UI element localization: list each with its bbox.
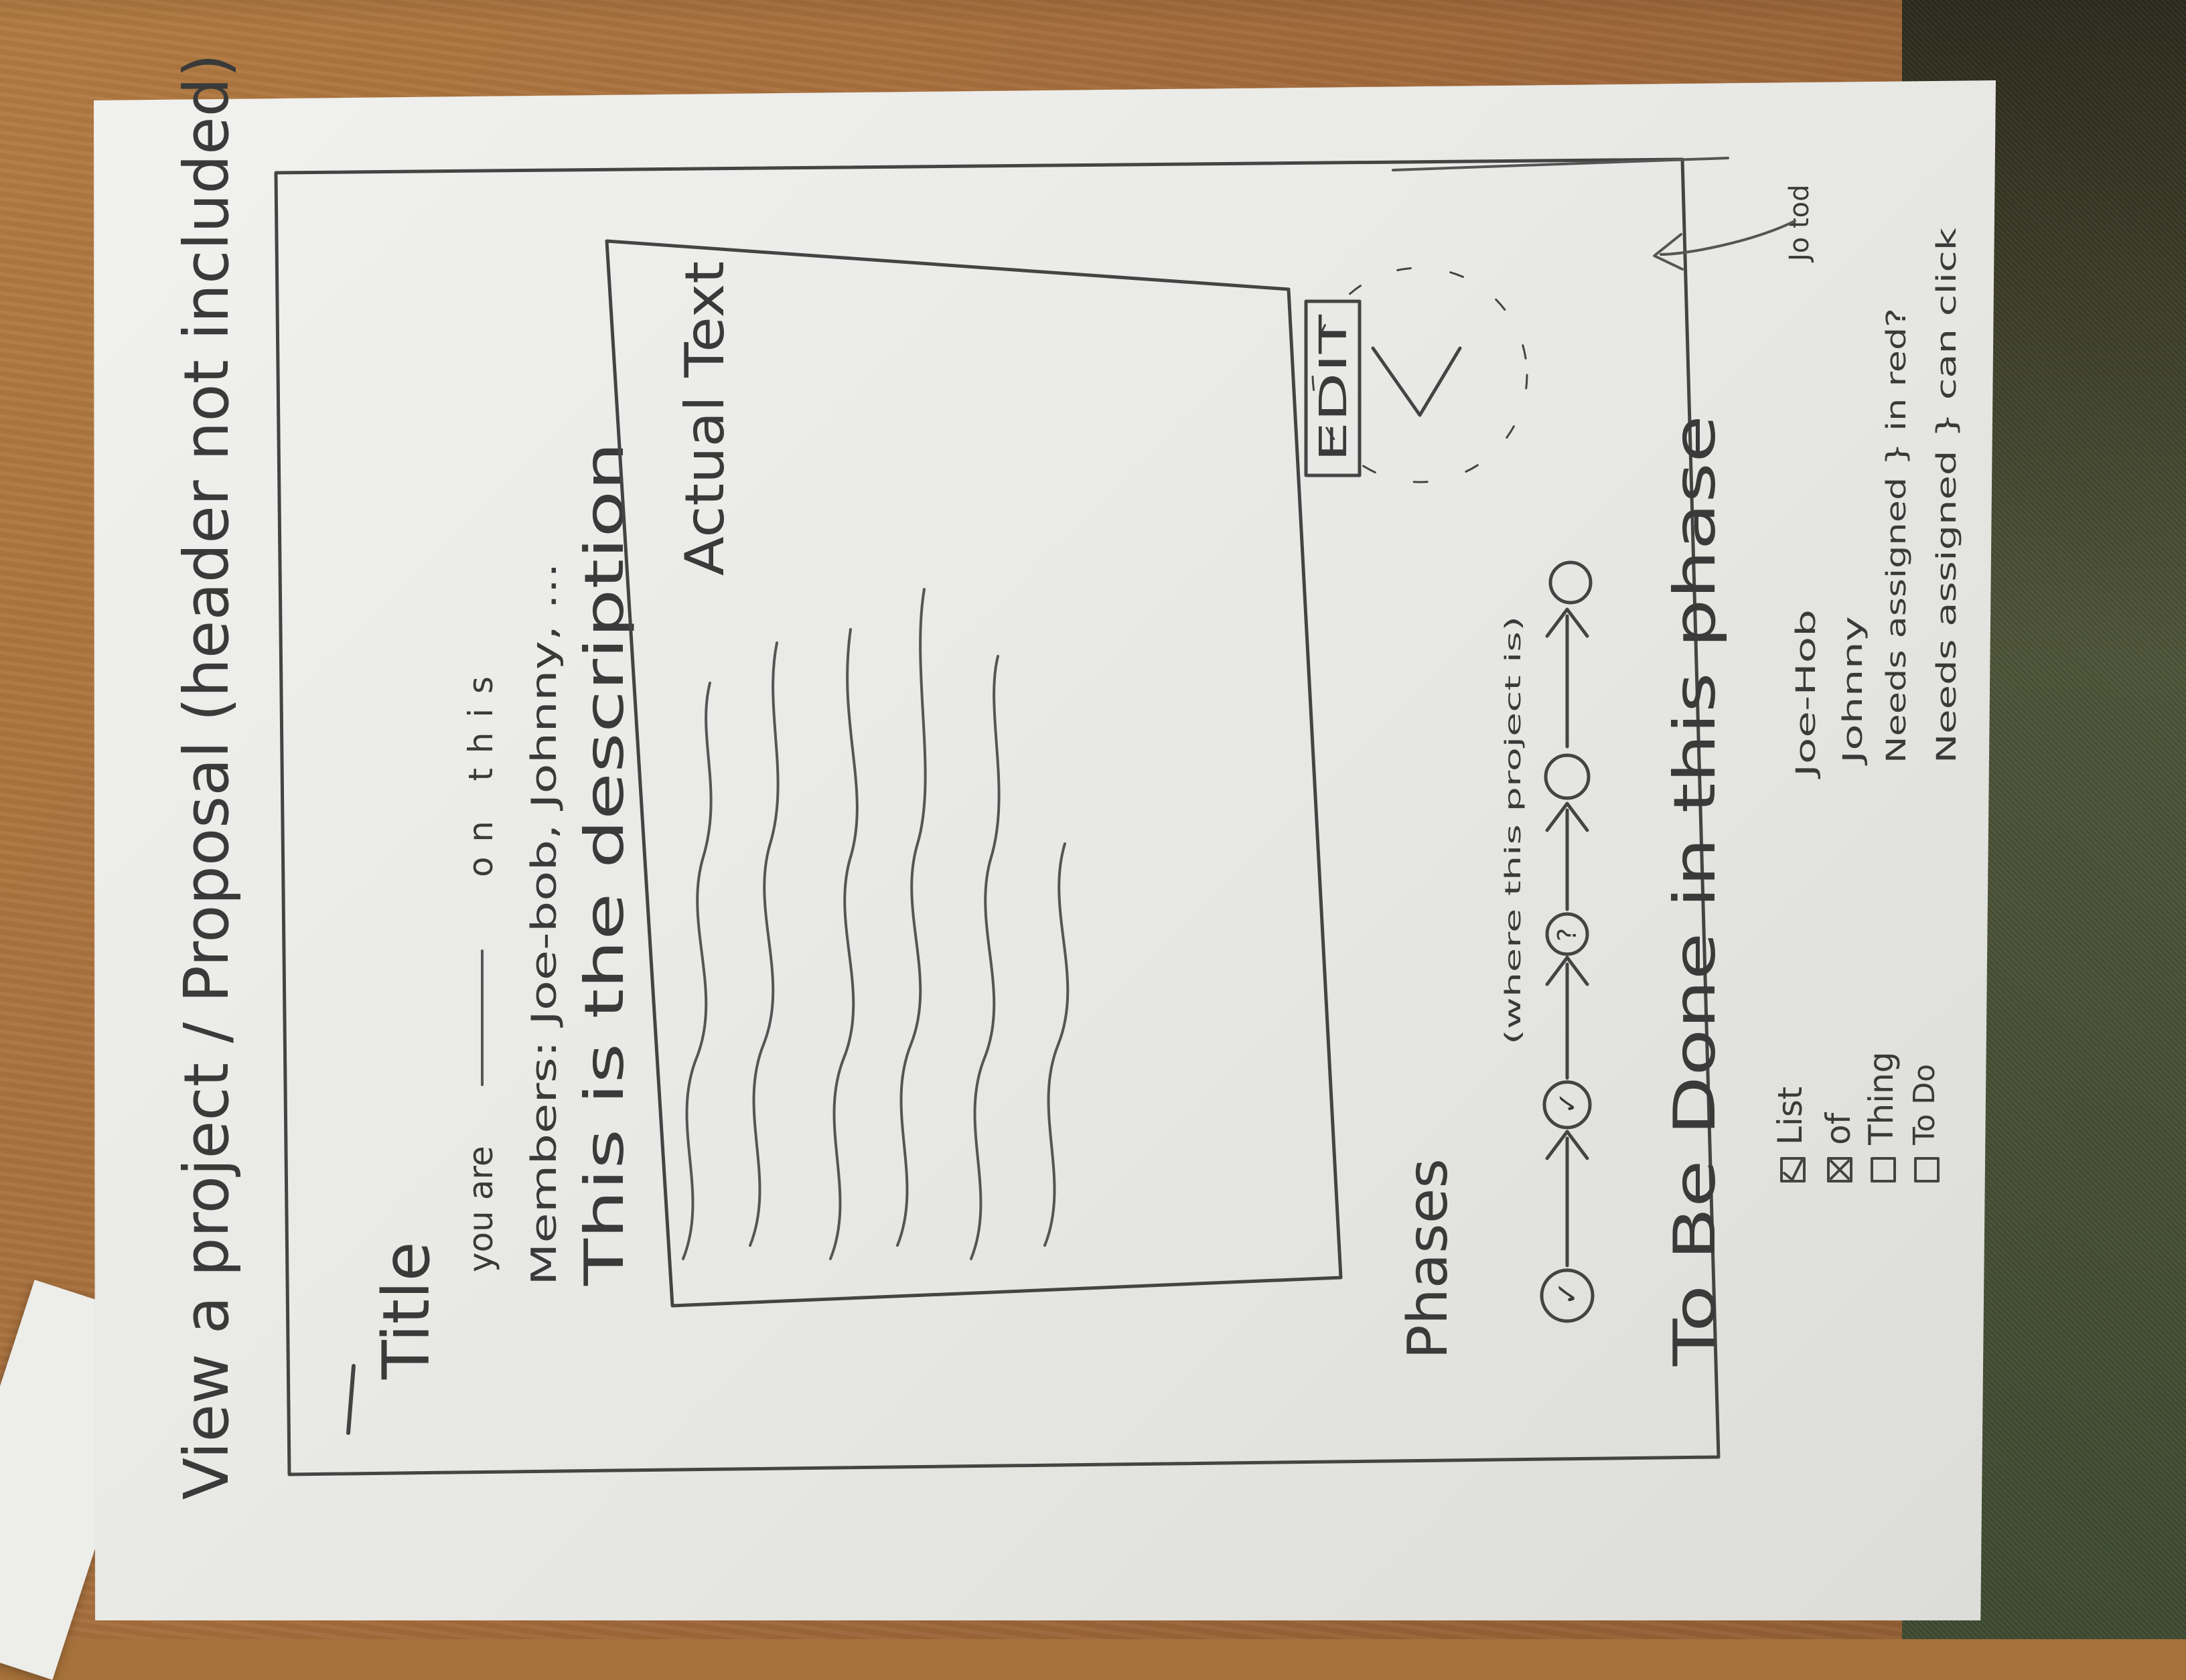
phase-step-current <box>1545 912 1589 956</box>
edit-button[interactable]: EDIT <box>1312 314 1356 462</box>
you-are-prefix: you are <box>461 1146 500 1272</box>
checkmark-icon <box>1783 1157 1804 1181</box>
assignee-list: Joe-Hob Johnny Needs assigned } in red? … <box>1791 227 1962 780</box>
todo-checklist: List of Thing To Do <box>1771 1051 1942 1182</box>
phase-timeline: ✓ ✓ ? <box>1540 560 1595 1323</box>
phases-note: (where this project is) <box>1500 616 1526 1045</box>
cross-icon <box>1830 1160 1850 1180</box>
todo-heading: To Be Done in this phase <box>1662 415 1729 1367</box>
note-arrow <box>1660 220 1796 256</box>
todo-item-label: Thing <box>1862 1051 1901 1146</box>
todo-checkbox[interactable] <box>1871 1157 1896 1182</box>
text-squiggle <box>682 682 713 1260</box>
text-squiggle <box>970 655 1001 1260</box>
phase-arrowhead <box>1545 1130 1589 1160</box>
phase-step-done <box>1542 1080 1592 1130</box>
todo-checkbox-checked[interactable] <box>1780 1157 1806 1182</box>
todo-item-label: To Do <box>1907 1064 1942 1146</box>
assignee-needs: Needs assigned } in red? <box>1881 308 1912 763</box>
phase-arrowhead <box>1545 956 1589 986</box>
title-underline <box>346 1364 356 1435</box>
phase-arrowhead <box>1545 801 1589 832</box>
description-text-box <box>605 239 1343 1308</box>
todo-item-label: of <box>1819 1112 1858 1145</box>
header-divider <box>1392 157 1729 171</box>
phase-step-pending <box>1544 753 1591 800</box>
description-line: This is the description <box>573 442 636 1286</box>
you-are-suffix: on this <box>461 676 500 877</box>
project-title: Title <box>369 1241 444 1380</box>
sketch-paper <box>94 80 1996 1620</box>
text-squiggle <box>1043 842 1070 1247</box>
phase-step-symbol: ✓ <box>1552 1091 1583 1114</box>
note-arrow-head <box>1653 233 1684 271</box>
wireframe-sketch: View a project / Proposal (header not in… <box>171 54 1962 1500</box>
text-box-label: Actual Text <box>674 261 736 576</box>
assignee-needs: Needs assigned } can click <box>1932 227 1962 763</box>
page-heading: View a project / Proposal (header not in… <box>171 54 242 1500</box>
assignee-name: Johnny <box>1838 616 1869 767</box>
members-list: Members: Joe-bob, Johnny, ... <box>524 562 565 1286</box>
todo-checkbox[interactable] <box>1914 1157 1940 1182</box>
text-squiggle <box>749 641 780 1247</box>
assignee-name: Joe-Hob <box>1791 609 1822 780</box>
todo-item-label: List <box>1771 1087 1810 1145</box>
phase-arrowhead <box>1545 607 1589 638</box>
phase-step-done <box>1540 1268 1595 1323</box>
phase-step-symbol: ✓ <box>1550 1281 1585 1306</box>
edit-button-box <box>1304 299 1362 477</box>
phases-heading: Phases <box>1396 1158 1460 1359</box>
check-dashed-circle <box>1311 266 1528 483</box>
phase-step-symbol: ? <box>1552 928 1582 941</box>
page-frame <box>274 157 1721 1476</box>
check-icon <box>1371 346 1462 417</box>
text-squiggle <box>829 628 859 1260</box>
todo-checkbox-checked[interactable] <box>1827 1157 1852 1182</box>
phase-step-pending <box>1548 560 1593 605</box>
text-squiggle <box>896 588 927 1247</box>
